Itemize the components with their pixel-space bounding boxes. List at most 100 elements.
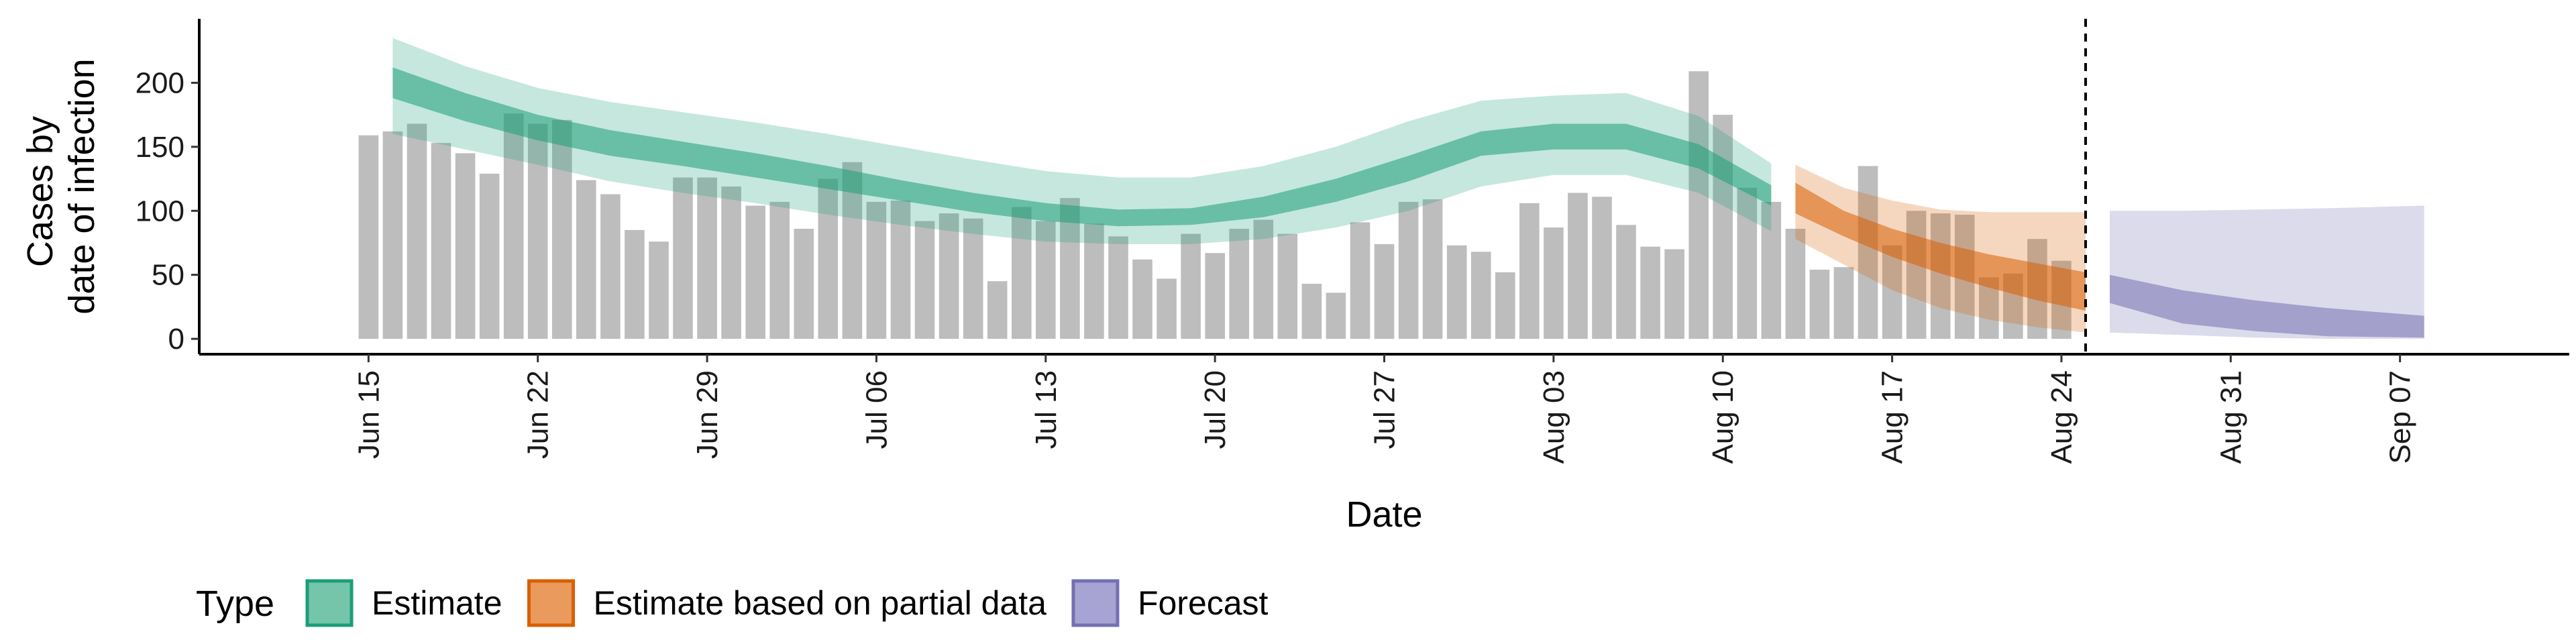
case-bar [938,213,959,339]
legend-label: Estimate [372,584,502,622]
legend-swatch [1071,579,1120,627]
case-bar [1084,223,1104,339]
case-bar [1785,229,1806,339]
x-tick-label: Jun 15 [352,370,385,459]
bars-layer [358,71,2072,339]
case-bar [1036,221,1056,339]
x-tick-label: Jul 20 [1199,370,1232,449]
y-tick-label: 50 [152,259,184,292]
case-bar [673,177,693,339]
x-tick-label: Sep 07 [2384,370,2417,464]
y-tick-label: 150 [136,131,184,164]
case-bar [1253,219,1274,339]
case-bar [1737,187,1758,339]
case-bar [1568,193,1588,339]
case-bar [1833,267,1854,339]
case-bar [625,229,645,339]
case-bar [1664,249,1684,339]
estimate-outer-ribbon [392,38,1772,244]
legend-label: Estimate based on partial data [594,584,1047,622]
case-bar [697,177,717,339]
case-bar [1906,211,1927,339]
case-bar [914,221,935,339]
case-bar [1858,166,1878,339]
case-bar [794,229,814,339]
y-axis-title-line-1: Cases by [20,116,60,267]
case-bar [890,201,911,339]
case-bar [552,119,572,339]
axes: 0 50 100 150 200 Jun 15 Jun 22 Jun 29 Jul 06 Jul… [136,19,2569,464]
legend-swatch [527,579,576,627]
estimate-inner-ribbon [392,67,1772,227]
case-bar [1544,227,1564,339]
case-bar [1108,236,1128,339]
case-bar [358,135,379,339]
case-bar [1350,222,1371,339]
case-bar [818,178,839,339]
case-bar [1132,259,1152,339]
x-tick-label: Aug 17 [1876,370,1909,464]
case-bar [503,113,524,339]
case-bar [769,201,790,339]
case-bar [1446,245,1467,339]
case-bar [1157,278,1177,339]
case-bar [1229,229,1249,339]
case-bar [963,218,983,339]
case-bar [1374,244,1395,339]
estimate-based-on-partial-data-inner-ribbon [1795,182,2086,311]
x-axis-title: Date [1346,494,1422,535]
case-bar [527,123,548,339]
case-bar [1761,201,1782,339]
x-tick-label: Aug 24 [2045,370,2078,464]
x-tick-label: Aug 10 [1707,370,1739,464]
case-bar [479,173,500,339]
case-bar [1930,213,1951,339]
x-tick-label: Jul 13 [1030,370,1063,449]
y-axis-title-line-2: date of infection [62,58,102,314]
x-axis-ticks: Jun 15 Jun 22 Jun 29 Jul 06 Jul 13 Jul 20 Jul … [352,354,2417,464]
case-bar [1640,246,1660,339]
x-tick-label: Jun 29 [691,370,724,459]
case-bar [1301,284,1322,339]
ribbons-layer [392,38,2424,339]
case-bar [1277,233,1298,339]
case-bar [1470,252,1491,339]
y-tick-label: 0 [168,323,184,356]
legend-label: Forecast [1138,584,1269,622]
legend: Type Estimate Estimate based on partial d… [196,579,1269,627]
case-bar [1398,201,1419,339]
case-bar [1422,199,1443,339]
case-bar [1592,197,1612,339]
y-axis-ticks: 0 50 100 150 200 [136,66,199,356]
x-tick-label: Aug 31 [2214,370,2247,464]
case-bar [1205,253,1225,339]
plot-area [358,19,2424,354]
legend-items: Estimate Estimate based on partial data Fo… [305,579,1269,627]
x-tick-label: Jul 27 [1368,370,1401,449]
y-axis-title: Cases by date of infection [20,58,102,314]
case-bar [455,153,476,339]
case-bar [407,123,427,339]
case-bar [1882,245,1902,339]
x-tick-label: Aug 03 [1538,370,1570,464]
case-bar [866,201,887,339]
x-tick-label: Jun 22 [522,370,555,459]
case-bar [1181,233,1201,339]
forecast-inner-ribbon [2110,274,2424,338]
case-bar [1688,71,1709,339]
case-bar [649,241,669,339]
y-tick-label: 100 [136,195,184,227]
case-bar [600,194,621,339]
case-bar [721,186,741,339]
case-bar [576,180,596,339]
case-bar [1012,207,1032,339]
case-bar [1713,115,1733,339]
case-bar [745,205,765,339]
case-bar [1616,225,1636,339]
x-tick-label: Jul 06 [860,370,893,449]
case-bar [431,143,451,339]
case-bar [1495,272,1515,339]
case-bar [1519,203,1540,339]
case-bar [1326,292,1346,339]
